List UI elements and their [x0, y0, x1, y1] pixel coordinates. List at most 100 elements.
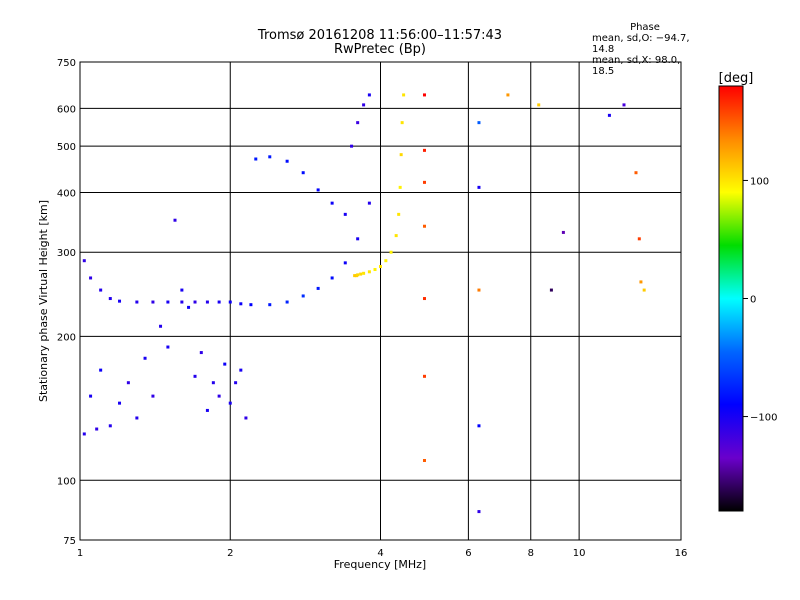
data-point	[234, 381, 238, 385]
x-tick-label: 4	[377, 548, 383, 559]
data-point	[151, 300, 155, 304]
data-point	[367, 270, 371, 274]
data-point	[268, 155, 272, 159]
chart-title: Tromsø 20161208 11:56:00–11:57:43	[257, 28, 503, 43]
data-point	[367, 201, 371, 205]
data-point	[634, 171, 638, 175]
data-point	[205, 300, 209, 304]
data-point	[477, 288, 481, 292]
data-point	[228, 300, 232, 304]
data-point	[166, 345, 170, 349]
data-point	[118, 401, 122, 405]
data-point	[135, 300, 139, 304]
data-point	[362, 271, 366, 275]
colorbar-label: [deg]	[719, 71, 754, 86]
data-point	[477, 121, 481, 125]
data-point	[199, 351, 203, 355]
chart-subtitle: RwPretec (Bp)	[333, 42, 427, 57]
data-point	[143, 356, 147, 360]
data-point	[268, 303, 272, 307]
data-point	[126, 381, 130, 385]
data-point	[239, 302, 243, 306]
data-point	[506, 93, 510, 97]
data-point	[642, 288, 646, 292]
data-point	[118, 299, 122, 303]
colorbar-tick-label: 0	[750, 295, 756, 306]
data-point	[244, 416, 248, 420]
data-point	[477, 185, 481, 189]
x-tick-label: 2	[227, 548, 233, 559]
x-axis-label: Frequency [MHz]	[334, 558, 426, 571]
data-point	[99, 368, 103, 372]
y-tick-labels: 75 100 200 300 400 500 600 750	[57, 58, 76, 547]
data-point	[205, 408, 209, 412]
plot-frame	[79, 61, 682, 541]
colorbar-tick-label: 100	[750, 176, 769, 187]
data-point	[397, 212, 401, 216]
data-point	[228, 401, 232, 405]
data-point	[367, 93, 371, 97]
data-point	[239, 368, 243, 372]
data-point	[477, 424, 481, 428]
data-point	[254, 157, 258, 161]
data-point	[422, 374, 426, 378]
data-point	[217, 300, 221, 304]
data-point	[89, 276, 93, 280]
data-point	[477, 510, 481, 514]
data-point	[384, 259, 388, 263]
data-point	[402, 93, 406, 97]
data-point	[379, 265, 382, 269]
data-points	[82, 93, 646, 514]
data-point	[223, 362, 227, 366]
y-tick-label: 300	[57, 248, 76, 259]
data-point	[422, 224, 426, 228]
data-point	[108, 424, 112, 428]
data-point	[330, 276, 334, 280]
data-point	[422, 148, 426, 152]
data-point	[422, 458, 426, 462]
y-tick-label: 600	[57, 104, 76, 115]
data-point	[166, 300, 170, 304]
data-point	[301, 171, 305, 175]
data-point	[95, 427, 99, 431]
data-point	[637, 237, 641, 241]
data-point	[180, 288, 184, 292]
data-point	[217, 394, 221, 398]
data-point	[285, 159, 289, 163]
phase-o-mode: mean, sd,O: −94.7, 14.8	[592, 33, 690, 55]
data-point	[193, 374, 197, 378]
data-point	[343, 212, 347, 216]
x-tick-label: 16	[675, 548, 688, 559]
data-point	[82, 432, 86, 436]
data-point	[373, 268, 377, 272]
x-tick-label: 8	[528, 548, 534, 559]
data-point	[422, 297, 426, 301]
data-point	[99, 288, 103, 292]
data-point	[249, 303, 253, 307]
data-point	[353, 274, 357, 278]
data-point	[285, 300, 289, 304]
data-point	[399, 153, 403, 157]
phase-x-mode: mean, sd,X: 98.0, 18.5	[592, 55, 681, 77]
y-tick-label: 100	[57, 476, 76, 487]
data-point	[330, 201, 334, 205]
data-point	[193, 300, 197, 304]
data-point	[316, 188, 320, 192]
y-tick-label: 750	[57, 58, 76, 69]
data-point	[151, 394, 155, 398]
data-point	[180, 300, 184, 304]
data-point	[356, 237, 360, 241]
data-point	[211, 381, 215, 385]
data-point	[343, 261, 347, 265]
y-tick-label: 500	[57, 142, 76, 153]
data-point	[362, 103, 366, 107]
data-point	[622, 103, 626, 107]
y-tick-label: 200	[57, 332, 76, 343]
data-point	[607, 113, 611, 117]
data-point	[400, 121, 404, 125]
colorbar-tick-labels: 100 0 −100	[743, 176, 777, 424]
grid-lines	[79, 61, 682, 541]
data-point	[359, 272, 363, 276]
data-point	[187, 305, 191, 309]
